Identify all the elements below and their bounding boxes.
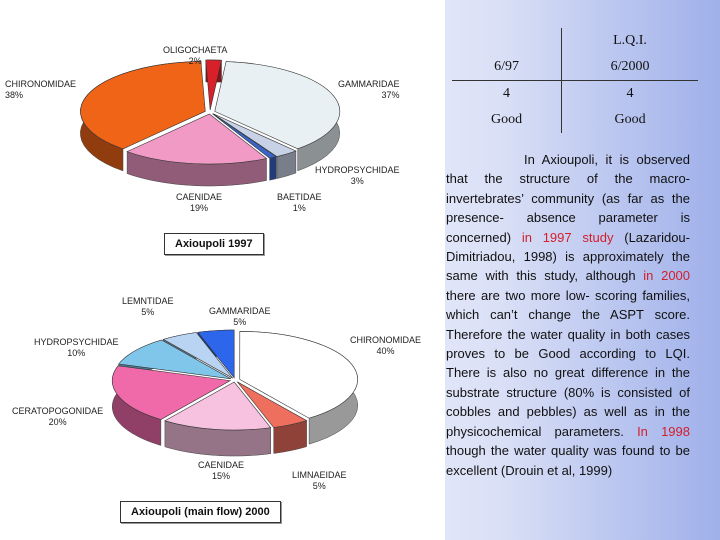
lqi-cell: Good	[614, 112, 646, 127]
pie-slice-hydropsychidae	[212, 113, 297, 157]
lqi-table: L.Q.I. 6/97 6/2000 4 4 Good Good	[452, 28, 698, 133]
pie1-label-caenidae: CAENIDAE 19%	[176, 192, 223, 213]
pie-slice-hydropsychidae	[118, 339, 232, 380]
pie-slice-lemntidae	[162, 332, 233, 379]
lqi-cell: 4	[626, 86, 634, 101]
lqi-col-1997: 6/97	[452, 54, 563, 81]
pie2-label-chironomidae: CHIRONOMIDAE 40%	[350, 335, 422, 356]
pie-slice-ceratopogonidae	[111, 365, 232, 420]
pie-2000	[111, 329, 359, 457]
pie-slice-gammaridae	[214, 61, 341, 150]
pie2-caption: Axioupoli (main flow) 2000	[120, 501, 281, 523]
pie-slice-chironomidae	[80, 61, 206, 150]
pie1-caption: Axioupoli 1997	[164, 233, 264, 255]
pie2-label-ceratopogonidae: CERATOPOGONIDAE 20%	[12, 406, 104, 427]
pie1-label-gammaridae: GAMMARIDAE 37%	[338, 79, 400, 100]
pie-slice-caenidae	[126, 113, 268, 165]
pie1-label-oligochaeta: OLIGOCHAETA 2%	[163, 45, 228, 66]
pie1-label-hydropsychidae: HYDROPSYCHIDAE 3%	[315, 165, 400, 186]
pie2-label-gammaridae: GAMMARIDAE 5%	[209, 306, 271, 327]
pie1-label-baetidae: BAETIDAE 1%	[277, 192, 322, 213]
pie-slice-oligochaeta	[205, 59, 222, 111]
pie2-label-lemntidae: LEMNTIDAE 5%	[122, 296, 174, 317]
highlight-2000: in 2000	[643, 268, 691, 284]
pie-slice-limnaeidae	[237, 381, 308, 428]
pie-charts	[80, 59, 359, 457]
pie2-label-caenidae: CAENIDAE 15%	[198, 460, 245, 481]
pie-slice-caenidae	[164, 381, 272, 431]
pie2-label-limnaeidae: LIMNAEIDAE 5%	[292, 470, 347, 491]
pie2-label-hydropsychidae: HYDROPSYCHIDAE 10%	[34, 337, 119, 358]
highlight-1997: in 1997 study	[521, 229, 614, 245]
pie-slice-gammaridae	[197, 329, 235, 379]
pie-1997	[80, 59, 341, 187]
pie-slice-chironomidae	[239, 331, 358, 419]
pie-slice-side	[269, 156, 277, 181]
lqi-title: L.Q.I.	[561, 28, 698, 54]
highlight-1998: In 1998	[637, 423, 690, 439]
lqi-cell: 4	[452, 80, 563, 107]
pie1-label-chironomidae: CHIRONOMIDAE 38%	[5, 79, 77, 100]
pie-slice-baetidae	[212, 113, 278, 159]
lqi-cell: Good	[452, 107, 563, 133]
description-text: In Axioupoli, it is observed that the st…	[446, 152, 691, 478]
lqi-col-2000: 6/2000	[561, 54, 698, 81]
